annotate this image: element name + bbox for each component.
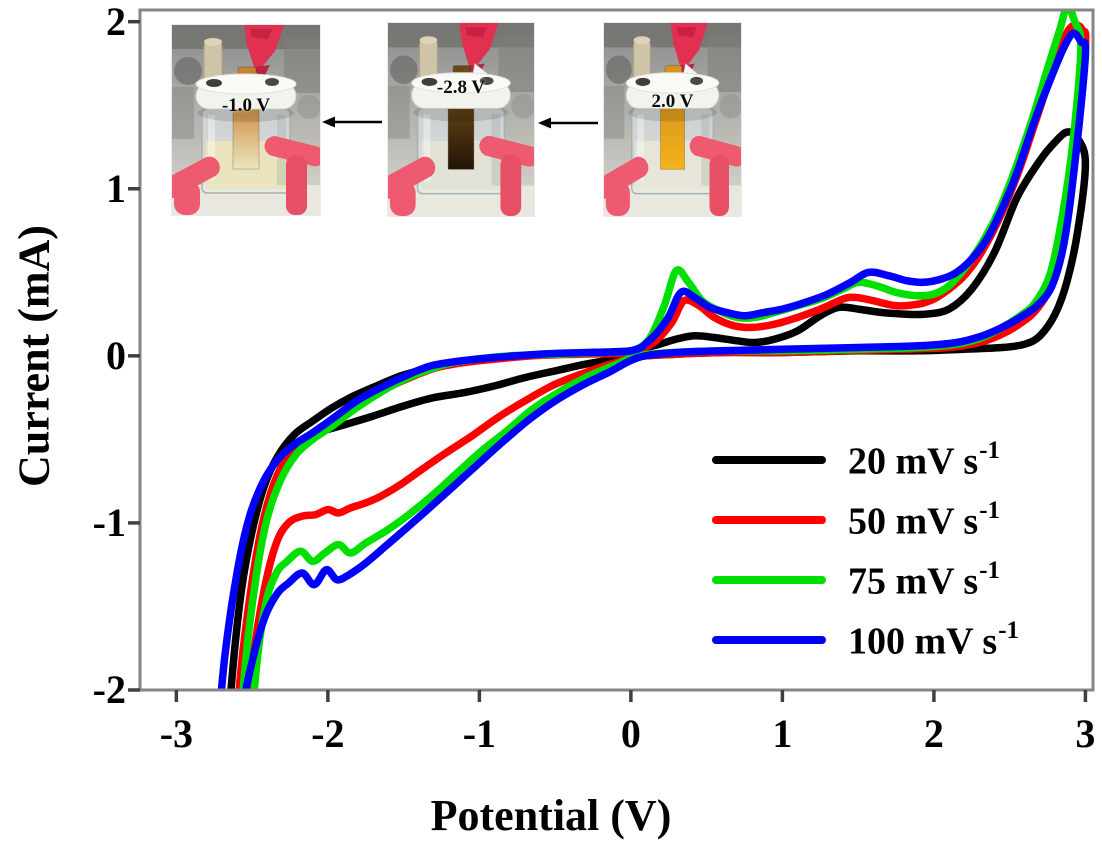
legend-label: 75 mV s-1 bbox=[848, 556, 1001, 603]
legend-item-100mvs: 100 mV s-1 bbox=[712, 610, 1019, 670]
y-tick-label: 0 bbox=[106, 332, 126, 378]
legend-label: 20 mV s-1 bbox=[848, 436, 1001, 483]
plot-border bbox=[138, 8, 1095, 692]
y-axis-title: Current (mA) bbox=[9, 225, 59, 487]
legend-item-20mvs: 20 mV s-1 bbox=[712, 430, 1019, 490]
legend: 20 mV s-1 50 mV s-1 75 mV s-1 100 mV s-1 bbox=[712, 430, 1019, 670]
x-tick-label: 0 bbox=[620, 711, 641, 756]
x-tick-label: 3 bbox=[1075, 711, 1096, 756]
inset-photo-cell-2v: 2.0 V bbox=[604, 23, 741, 216]
cv-curve-100mvs bbox=[217, 29, 1090, 689]
y-tick-label: 1 bbox=[106, 165, 126, 211]
photo-voltage-label: -1.0 V bbox=[221, 95, 271, 116]
cell-photo-illustration bbox=[172, 25, 320, 215]
inset-photo-cell-minus2-8v: -2.8 V bbox=[388, 23, 534, 216]
x-tick-label: 2 bbox=[923, 711, 944, 756]
x-axis-title: Potential (V) bbox=[430, 791, 672, 840]
legend-line-swatch-blue bbox=[712, 636, 826, 644]
photo-voltage-label: -2.8 V bbox=[436, 77, 486, 98]
x-tick-label: -2 bbox=[311, 711, 345, 756]
legend-line-swatch-red bbox=[712, 516, 826, 524]
cell-photo-illustration bbox=[388, 23, 534, 216]
legend-item-75mvs: 75 mV s-1 bbox=[712, 550, 1019, 610]
legend-label: 50 mV s-1 bbox=[848, 496, 1001, 543]
x-tick-label: -3 bbox=[159, 711, 194, 756]
photo-voltage-label: 2.0 V bbox=[651, 91, 694, 112]
legend-label: 100 mV s-1 bbox=[848, 616, 1020, 663]
y-tick-label: -2 bbox=[92, 667, 126, 712]
legend-line-swatch-green bbox=[712, 576, 826, 584]
x-tick-label: -1 bbox=[462, 711, 497, 756]
left-arrow-icon bbox=[322, 116, 382, 128]
legend-item-50mvs: 50 mV s-1 bbox=[712, 490, 1019, 550]
cell-photo-illustration bbox=[604, 23, 741, 216]
legend-line-swatch-black bbox=[712, 456, 826, 464]
x-tick-label: 1 bbox=[772, 711, 793, 756]
y-tick-label: 2 bbox=[106, 0, 126, 44]
inset-photo-cell-minus1v: -1.0 V bbox=[172, 25, 320, 215]
y-tick-label: -1 bbox=[92, 499, 126, 545]
left-arrow-icon bbox=[538, 117, 598, 129]
